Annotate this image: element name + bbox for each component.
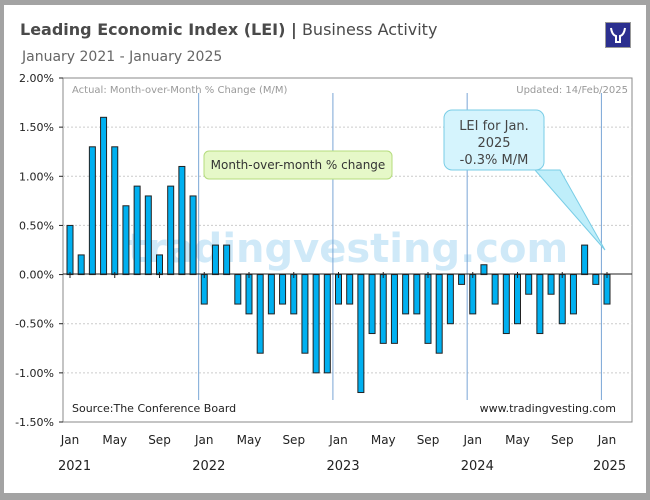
bar-2024-08 [547,274,555,295]
x-tick-label: Jan [463,433,483,447]
bar-2022-03 [223,244,231,276]
bar-2025-01 [603,274,611,305]
x-tick-label: Sep [417,433,440,447]
x-tick-label: Jan [328,433,348,447]
title-main: Leading Economic Index (LEI) | [20,20,297,39]
bar-2024-12 [592,274,600,285]
bar-2022-07 [267,274,275,315]
bar-2023-12 [458,274,466,285]
legend-callout: Month-over-month % change [203,150,393,180]
y-tick-label: 2.00% [19,72,54,85]
bar-2021-06 [122,205,130,276]
bar-2023-02 [346,274,354,305]
bar-2024-04 [502,274,510,335]
bar-2024-01 [469,274,477,315]
y-tick-label: -1.50% [15,416,54,429]
bar-2021-08 [144,195,152,276]
bar-2023-01 [335,274,342,305]
x-tick-label: May [371,433,396,447]
bar-2022-08 [279,274,287,305]
x-tick-label: Jan [60,433,80,447]
callout-line-1: LEI for Jan. [459,119,529,134]
bar-2022-02 [211,244,219,276]
y-tick-label: 0.50% [19,219,54,232]
x-tick-label: May [505,433,530,447]
x-tick-label: May [237,433,262,447]
bar-2024-02 [480,264,488,276]
bar-2024-10 [569,274,577,315]
year-label: 2021 [58,459,91,474]
bar-2021-03 [88,146,96,276]
bar-2021-09 [156,254,163,276]
bar-2024-11 [581,244,589,276]
x-tick-label: Sep [148,433,171,447]
callout-line-2: 2025 [477,136,510,151]
bar-2022-11 [312,274,320,374]
bar-2022-04 [234,274,242,305]
chart-subtitle: January 2021 - January 2025 [22,49,223,65]
bar-2021-10 [167,185,175,276]
x-tick-label: May [102,433,127,447]
bar-2024-03 [491,274,499,305]
bar-2024-07 [536,274,544,335]
bull-logo-icon [605,22,631,48]
watermark: tradingvesting.com [128,226,568,272]
bar-2023-10 [435,274,443,354]
series-label: Actual: Month-over-Month % Change (M/M) [72,85,287,96]
x-tick-label: Jan [597,433,617,447]
y-tick-label: 1.50% [19,121,54,134]
bar-2021-02 [77,254,85,276]
bar-2021-01 [66,224,74,276]
bar-2023-07 [402,274,410,315]
x-tick-label: Jan [194,433,214,447]
x-tick-label: Sep [551,433,574,447]
bar-2023-05 [379,274,387,344]
year-label: 2023 [327,459,360,474]
bar-2024-09 [558,274,566,325]
bar-2022-12 [323,274,331,374]
bar-2023-09 [424,274,432,344]
callout-line-3: -0.3% M/M [460,153,529,168]
updated-label: Updated: 14/Feb/2025 [516,85,628,96]
bar-2023-03 [357,274,365,394]
year-label: 2022 [192,459,225,474]
bar-2022-10 [301,274,309,354]
bar-2021-07 [133,185,141,276]
bar-2022-01 [200,274,208,305]
bar-2021-05 [111,146,119,276]
bar-2021-04 [100,116,108,276]
y-tick-label: 1.00% [19,170,54,183]
bar-2024-06 [525,274,533,295]
bar-2023-06 [390,274,398,344]
legend-callout-text: Month-over-month % change [211,158,386,172]
title-category: Business Activity [296,20,438,39]
bar-2023-11 [446,274,454,325]
latest-value-callout: LEI for Jan. 2025 -0.3% M/M [443,109,606,251]
year-label: 2025 [593,459,626,474]
y-tick-label: -1.00% [15,367,54,380]
x-tick-label: Sep [282,433,305,447]
y-tick-label: 0.00% [19,269,54,282]
bar-2021-11 [178,165,186,276]
bar-2021-12 [189,195,197,276]
bar-2022-05 [245,274,253,315]
source-label: Source:The Conference Board [72,402,236,415]
bar-2023-04 [368,274,376,335]
bar-2022-09 [290,274,298,315]
bar-2022-06 [256,274,264,354]
bar-2024-05 [514,274,521,325]
bar-2023-08 [413,274,421,315]
y-tick-label: -0.50% [15,318,54,331]
chart-title: Leading Economic Index (LEI) | Business … [20,20,437,39]
site-label: www.tradingvesting.com [480,402,616,415]
year-label: 2024 [461,459,494,474]
